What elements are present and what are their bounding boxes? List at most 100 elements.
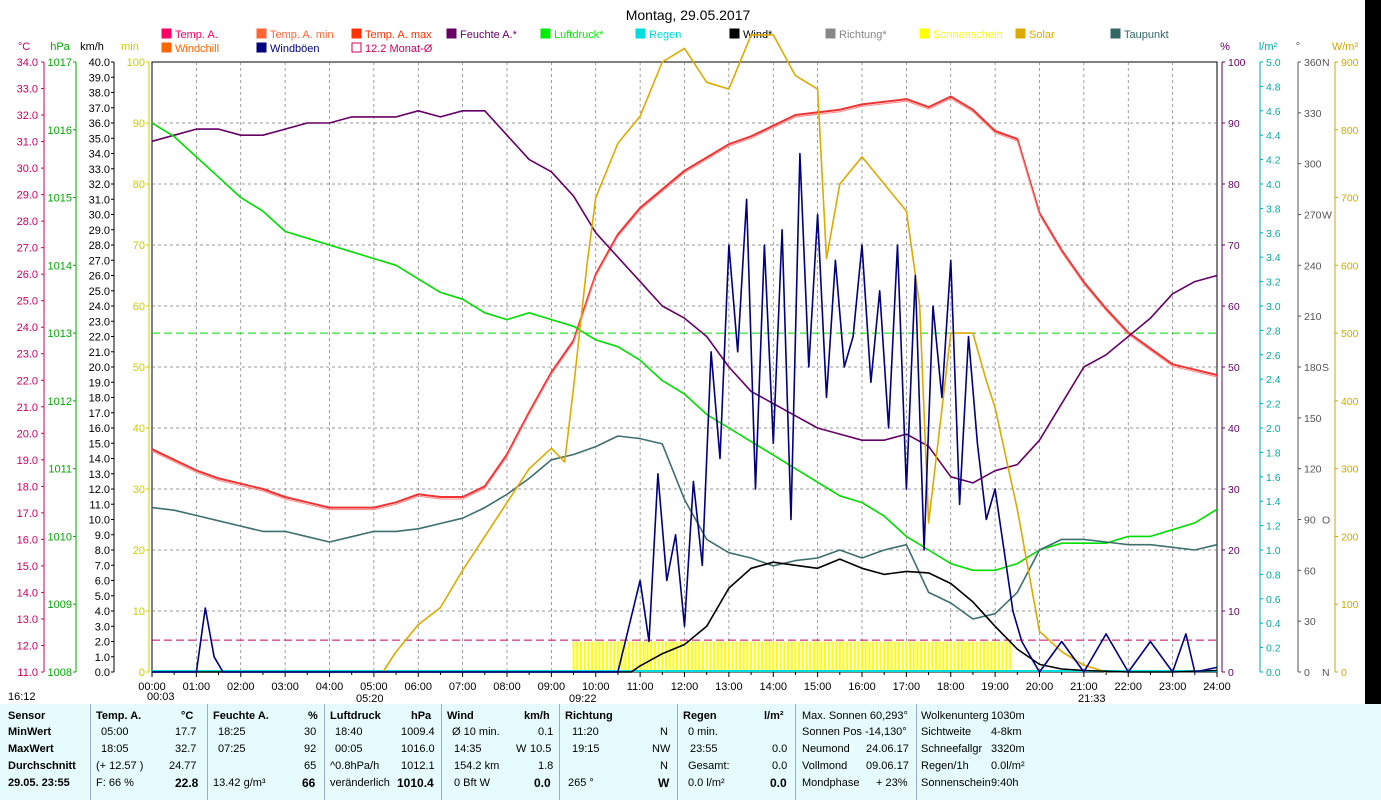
pressure_hpa-tick-label: 1014: [48, 260, 72, 272]
temp_c-tick-label: 21.0: [17, 402, 38, 414]
rain_lm2-tick-label: 0.2: [1266, 643, 1281, 655]
legend-swatch: [540, 28, 551, 39]
dir-r4v: W: [658, 776, 670, 790]
legend-label: Taupunkt: [1124, 29, 1169, 41]
misc-r3v: 3320m: [991, 743, 1025, 755]
temp_c-tick-label: 32.0: [17, 110, 38, 122]
x-tick-label: 24:00: [1203, 681, 1231, 693]
wind_kmh-tick-label: 26.0: [89, 271, 110, 283]
temp-max-time: 18:05: [101, 743, 129, 755]
misc-r3: Schneefallgr: [921, 743, 983, 755]
rain_lm2-tick-label: 4.0: [1266, 179, 1281, 191]
x-tick-label: 04:00: [316, 681, 344, 693]
wind_kmh-tick-label: 33.0: [89, 164, 110, 176]
pressure-header: Luftdruck: [330, 710, 381, 722]
direction_deg-tick-label: 0: [1304, 667, 1310, 679]
rain-r4: 0.0 l/m²: [688, 777, 725, 789]
direction_deg-tick-label: 330: [1304, 108, 1322, 120]
sun_min-tick-label: 50: [133, 362, 145, 374]
humidity-unit: %: [308, 710, 318, 722]
legend-label: Richtung*: [839, 29, 887, 41]
wind_kmh-tick-label: 27.0: [89, 255, 110, 267]
summary-table: Sensor MinWert MaxWert Durchschnitt 29.0…: [0, 704, 1381, 800]
direction_deg-tick-label: 270: [1304, 210, 1322, 222]
temp_c-tick-label: 34.0: [17, 57, 38, 69]
pressure_hpa-tick-label: 1009: [48, 599, 72, 611]
temp-max-val: 32.7: [175, 743, 197, 755]
rain_lm2-tick-label: 3.6: [1266, 228, 1281, 240]
temp_c-tick-label: 30.0: [17, 163, 38, 175]
temp_c-tick-label: 12.0: [17, 640, 38, 652]
x-tick-label: 05:00: [360, 681, 388, 693]
pressure_hpa-tick-label: 1011: [48, 464, 72, 476]
wind-r2d: W: [516, 743, 527, 755]
astro-r5v: + 23%: [876, 777, 908, 789]
rain_lm2-tick-label: 2.0: [1266, 423, 1281, 435]
pressure_hpa-tick-label: 1015: [48, 193, 72, 205]
legend-swatch: [919, 28, 930, 39]
temp_c-tick-label: 11.0: [17, 667, 38, 679]
humidity_pct-tick-label: 20: [1228, 545, 1240, 557]
legend-swatch: [1015, 28, 1026, 39]
direction_deg-tick-label: 30: [1304, 616, 1316, 628]
wind_kmh-tick-label: 28.0: [89, 240, 110, 252]
press-max-time: 00:05: [335, 743, 363, 755]
misc-r4: Regen/1h: [921, 760, 969, 772]
wind_kmh-tick-label: 5.0: [95, 591, 110, 603]
temp-min-time: 05:00: [101, 726, 129, 738]
misc-r2: Sichtweite: [921, 726, 972, 738]
wind_kmh-tick-label: 31.0: [89, 194, 110, 206]
wind-r2: 14:35: [454, 743, 482, 755]
dir-r4: 265 °: [568, 777, 594, 789]
dir-r3v: N: [660, 760, 668, 772]
temp_c-tick-label: 17.0: [17, 508, 38, 520]
series-line: [151, 435, 1218, 620]
temp_c-tick-label: 22.0: [17, 375, 38, 387]
sun_min-tick-label: 0: [139, 667, 145, 679]
press-avg-val: 1012.1: [401, 760, 435, 772]
rain_lm2-tick-label: 3.8: [1266, 203, 1281, 215]
wind_kmh-tick-label: 2.0: [95, 637, 110, 649]
rain_lm2-tick-label: 0.4: [1266, 618, 1281, 630]
wind-r1v: 0.1: [538, 726, 554, 738]
window-edge: [1365, 0, 1381, 704]
noon-marker: 09:22: [569, 693, 597, 704]
humidity_pct-tick-label: 40: [1228, 423, 1240, 435]
sun_min-axis-label: min: [121, 41, 139, 53]
solar_wm2-tick-label: 800: [1341, 125, 1359, 137]
x-tick-label: 15:00: [804, 681, 832, 693]
x-tick-label: 14:00: [759, 681, 787, 693]
solar_wm2-tick-label: 100: [1341, 599, 1359, 611]
humidity_pct-tick-label: 10: [1228, 606, 1240, 618]
pressure_hpa-axis-label: hPa: [50, 41, 70, 53]
rain_lm2-tick-label: 3.4: [1266, 252, 1281, 264]
rain_lm2-tick-label: 1.6: [1266, 472, 1281, 484]
legend-swatch: [825, 28, 836, 39]
press-min-time: 18:40: [335, 726, 363, 738]
rain_lm2-tick-label: 3.2: [1266, 277, 1281, 289]
humidity-col: Feuchte A. % 18:25 30 07:25 92 65 13.42 …: [207, 704, 324, 800]
temp_c-tick-label: 18.0: [17, 481, 38, 493]
direction-letter: N: [1322, 57, 1330, 69]
x-tick-label: 18:00: [937, 681, 965, 693]
x-tick-label: 01:00: [183, 681, 211, 693]
pressure_hpa-tick-label: 1016: [48, 125, 72, 137]
direction_deg-tick-label: 360: [1304, 57, 1322, 69]
wind_kmh-tick-label: 21.0: [89, 347, 110, 359]
rain_lm2-tick-label: 4.4: [1266, 130, 1281, 142]
dir-r2v: NW: [652, 743, 671, 755]
temp_c-tick-label: 20.0: [17, 428, 38, 440]
x-tick-label: 20:00: [1026, 681, 1054, 693]
wind_kmh-tick-label: 13.0: [89, 469, 110, 481]
x-tick-label: 07:00: [449, 681, 477, 693]
rain_lm2-axis-label: l/m²: [1259, 41, 1278, 53]
direction-col: Richtung 11:20 N 19:15 NW N 265 ° W: [559, 704, 677, 800]
misc-col: Wolkenunterg 1030m Sichtweite 4-8km Schn…: [916, 704, 1032, 800]
humidity_pct-tick-label: 30: [1228, 484, 1240, 496]
press-min-val: 1009.4: [401, 726, 435, 738]
wind_kmh-tick-label: 35.0: [89, 133, 110, 145]
solar_wm2-tick-label: 300: [1341, 464, 1359, 476]
x-axis-labels: 00:00 01:00 02:00 03:00 04:00 05:00 06:00 07:00…: [138, 681, 1231, 693]
pressure_hpa-tick-label: 1012: [48, 396, 72, 408]
temp-col: Temp. A. °C 05:00 17.7 18:05 32.7 (+ 12.…: [90, 704, 207, 800]
